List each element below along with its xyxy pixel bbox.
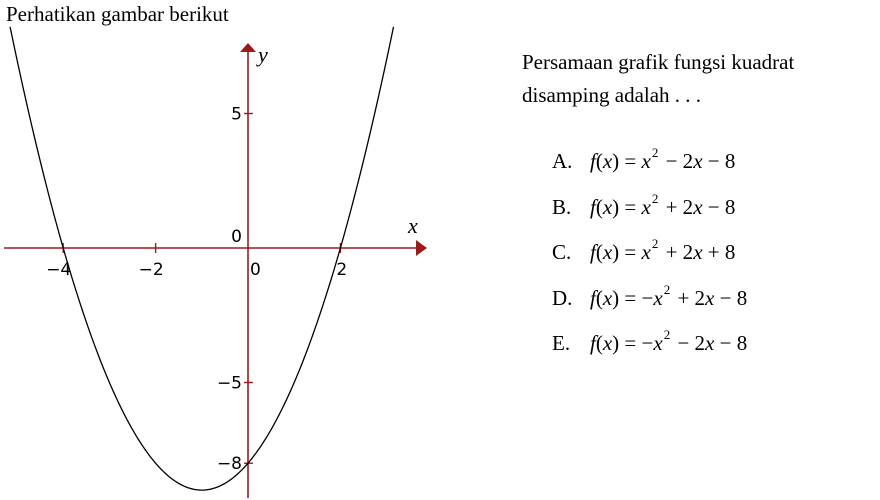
y-tick-label: −8 [217,454,242,474]
y-tick-label: 5 [231,105,242,125]
x-tick-label: −2 [139,260,164,280]
option-c[interactable]: C. f(x) = x2 + 2x + 8 [552,236,747,282]
option-label: E. [552,331,571,355]
x-axis-label: x [407,213,418,238]
ticks [62,112,342,464]
question-text: Persamaan grafik fungsi kuadrat disampin… [522,50,795,107]
option-label: A. [552,149,573,173]
option-b[interactable]: B. f(x) = x2 + 2x − 8 [552,191,747,237]
page-title: Perhatikan gambar berikut [6,2,229,26]
option-equation: f(x) = x2 − 2x − 8 [590,145,736,173]
x-tick-label: −4 [46,260,71,280]
option-d[interactable]: D. f(x) = −x2 + 2x − 8 [552,282,747,328]
option-label: C. [552,240,572,264]
answer-options: A. f(x) = x2 − 2x − 8 B. f(x) = x2 + 2x − 8… [552,145,747,373]
x-axis-arrow-icon [416,240,427,256]
option-equation: f(x) = x2 + 2x − 8 [590,190,736,219]
option-equation: f(x) = −x2 − 2x − 8 [590,327,748,355]
parabola-curve [9,26,395,491]
y-axis-label: y [256,42,268,67]
option-equation: f(x) = −x2 + 2x − 8 [590,281,748,310]
option-label: D. [552,285,573,310]
axes [4,43,427,498]
option-e[interactable]: E. f(x) = −x2 − 2x − 8 [552,327,747,373]
y-tick-label: 0 [231,227,242,247]
option-label: B. [552,194,572,219]
tick-labels: x y −4 −2 0 2 5 0 −5 −8 [46,42,418,474]
option-a[interactable]: A. f(x) = x2 − 2x − 8 [552,145,747,191]
parabola-graph: x y −4 −2 0 2 5 0 −5 −8 [4,26,427,498]
x-tick-label: 2 [336,260,347,280]
y-axis-arrow-icon [240,43,256,52]
y-tick-label: −5 [217,374,242,394]
option-equation: f(x) = x2 + 2x + 8 [590,236,736,264]
x-tick-label: 0 [250,260,261,280]
